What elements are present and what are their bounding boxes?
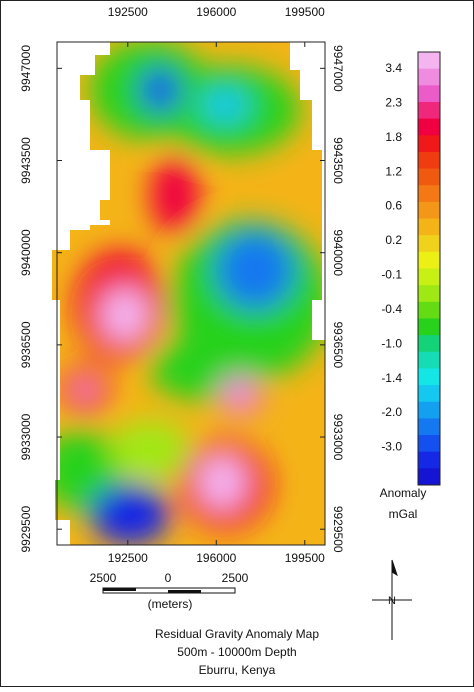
north-arrow-head [391, 559, 398, 577]
colorbar-band [418, 52, 440, 70]
scale-bar-segment [168, 590, 201, 593]
y-tick-label: 9947000 [19, 45, 33, 92]
caption-line: 500m - 10000m Depth [177, 645, 296, 659]
colorbar-band [418, 235, 440, 253]
y-tick-label: 9940000 [331, 229, 345, 276]
x-tick-label: 199500 [285, 551, 325, 565]
colorbar-frame [417, 51, 441, 486]
colorbar-band [418, 435, 440, 453]
colorbar-tick-label: -3.0 [381, 440, 402, 454]
colorbar-band [418, 368, 440, 386]
colorbar-tick-label: 0.2 [385, 233, 402, 247]
scale-label: 0 [165, 571, 172, 585]
colorbar-band [418, 151, 440, 170]
x-tick-label: 196000 [196, 5, 236, 19]
scale-label: 2500 [222, 571, 249, 585]
colorbar-tick-label: 1.8 [385, 130, 402, 144]
colorbar-tick-label: -0.4 [381, 302, 402, 316]
caption-line: Residual Gravity Anomaly Map [155, 627, 319, 641]
colorbar-band [418, 285, 440, 303]
colorbar-band [418, 351, 440, 369]
colorbar-tick-label: -2.0 [381, 405, 402, 419]
caption-line: Eburru, Kenya [199, 663, 276, 677]
colorbar-tick-label: -1.4 [381, 371, 402, 385]
scale-bar-segment [103, 588, 136, 591]
colorbar-band [418, 118, 440, 136]
x-tick-label: 192500 [108, 551, 148, 565]
colorbar-band [418, 168, 440, 186]
y-tick-label: 9933000 [331, 414, 345, 461]
anomaly-surface [52, 42, 325, 545]
colorbar-band [418, 385, 440, 403]
y-tick-label: 9933000 [19, 413, 33, 460]
colorbar-band [418, 401, 440, 419]
colorbar-title: Anomaly [380, 486, 427, 500]
colorbar-tick-label: 1.2 [385, 164, 402, 178]
x-tick-label: 199500 [285, 5, 325, 19]
y-tick-label: 9940000 [19, 229, 33, 276]
y-tick-label: 9936500 [331, 321, 345, 368]
colorbar-band [418, 135, 440, 153]
colorbar-tick-label: 3.4 [385, 61, 402, 75]
x-tick-label: 192500 [108, 5, 148, 19]
y-tick-label: 9947000 [331, 45, 345, 92]
colorbar-unit: mGal [389, 507, 418, 521]
colorbar-tick-label: -1.0 [381, 336, 402, 350]
colorbar-band [418, 418, 440, 436]
y-tick-label: 9943500 [19, 137, 33, 184]
colorbar-band [418, 201, 440, 220]
scale-unit: (meters) [148, 597, 193, 611]
colorbar-band [418, 101, 440, 120]
colorbar-band [418, 251, 440, 269]
colorbar-band [418, 335, 440, 353]
colorbar-band [418, 185, 440, 203]
north-arrow: N [372, 559, 412, 640]
scale-bar: 2500 0 2500 (meters) [90, 571, 249, 611]
x-tick-label: 196000 [196, 551, 236, 565]
colorbar: 3.4 2.3 1.8 1.2 0.6 0.2 -0.1 -0.4 -1.0 -1.4 -2.0 -3… [381, 51, 441, 486]
colorbar-tick-label: 2.3 [385, 95, 402, 109]
y-tick-label: 9943500 [331, 137, 345, 184]
colorbar-tick-label: -0.1 [381, 268, 402, 282]
scale-label: 2500 [90, 571, 117, 585]
y-tick-label: 9929500 [331, 506, 345, 553]
colorbar-tick-label: 0.6 [385, 199, 402, 213]
colorbar-band [418, 218, 440, 236]
colorbar-band [418, 318, 440, 336]
colorbar-band [418, 85, 440, 103]
y-tick-label: 9936500 [19, 321, 33, 368]
y-tick-label: 9929500 [19, 506, 33, 553]
colorbar-band [418, 268, 440, 286]
colorbar-band [418, 68, 440, 86]
axes: 192500 192500 196000 196000 199500 199500 9947… [19, 5, 345, 565]
colorbar-band [418, 468, 440, 486]
colorbar-band [418, 301, 440, 319]
map-frame [56, 41, 326, 546]
north-label: N [388, 595, 396, 607]
colorbar-band [418, 451, 440, 469]
